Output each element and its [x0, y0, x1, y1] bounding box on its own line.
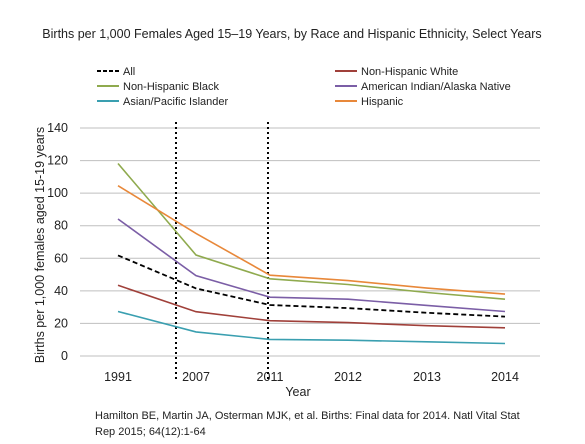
y-tick-label: 140: [47, 121, 68, 135]
x-tick-label: 1991: [104, 370, 132, 384]
series-line: [117, 284, 506, 329]
series-line: [117, 185, 506, 295]
x-axis-label: Year: [285, 385, 310, 399]
y-tick-label: 20: [54, 316, 68, 330]
x-tick-label: 2014: [491, 370, 519, 384]
y-axis-ticks: 0 20 40 60 80 100 120 140: [47, 121, 68, 363]
legend-label: Non-Hispanic White: [361, 66, 458, 78]
chart-title: Births per 1,000 Females Aged 15–19 Year…: [42, 27, 541, 41]
y-axis-label: Births per 1,000 females aged 15-19 year…: [33, 127, 47, 363]
y-tick-label: 40: [54, 284, 68, 298]
x-axis-ticks: 1991 2007 2011 2012 2013 2014: [104, 370, 519, 384]
series-line: [117, 162, 506, 300]
x-tick-label: 2013: [413, 370, 441, 384]
y-tick-label: 120: [47, 154, 68, 168]
legend-label: American Indian/Alaska Native: [361, 81, 511, 93]
y-tick-label: 80: [54, 219, 68, 233]
legend-label: All: [123, 66, 135, 78]
x-tick-label: 2011: [257, 370, 284, 384]
vertical-markers: [175, 122, 269, 380]
series-lines: [117, 162, 506, 345]
x-tick-label: 2007: [182, 370, 210, 384]
legend: All Non-Hispanic White Non-Hispanic Black A…: [97, 66, 511, 108]
legend-label: Hispanic: [361, 96, 404, 108]
series-line: [117, 254, 506, 318]
series-line: [117, 218, 506, 313]
legend-label: Asian/Pacific Islander: [123, 96, 228, 108]
source-citation: Hamilton BE, Martin JA, Osterman MJK, et…: [95, 410, 520, 438]
series-line: [117, 310, 506, 345]
y-tick-label: 100: [47, 186, 68, 200]
y-tick-label: 0: [61, 349, 68, 363]
legend-label: Non-Hispanic Black: [123, 81, 219, 93]
y-tick-label: 60: [54, 251, 68, 265]
x-tick-label: 2012: [334, 370, 362, 384]
